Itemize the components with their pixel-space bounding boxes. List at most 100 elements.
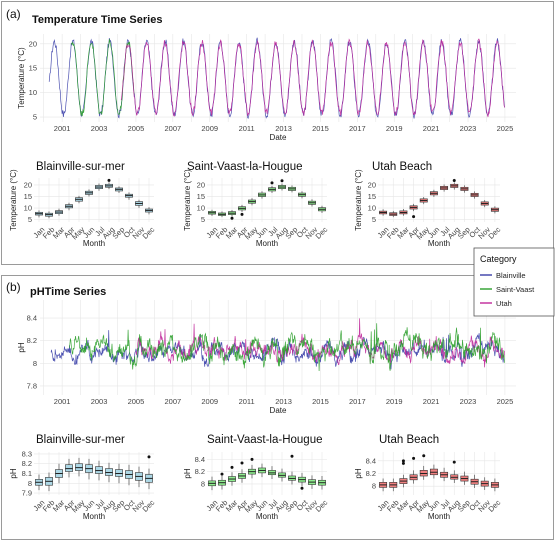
temperature-blainville-boxplot: Blainville-sur-mer5101520JanFebMarAprMay… — [9, 161, 157, 248]
panel-b-tag: (b) — [6, 280, 21, 294]
outlier-point — [230, 216, 234, 220]
x-tick-label: 2019 — [386, 124, 403, 133]
legend: Category Blainville Saint-Vaast Utah — [473, 247, 555, 317]
y-tick-label: 10 — [29, 88, 37, 97]
y-axis-title: pH — [17, 342, 26, 352]
outlier-point — [220, 472, 224, 476]
x-axis-title: Month — [256, 239, 278, 248]
outlier-point — [401, 459, 405, 463]
y-tick-label: 15 — [24, 192, 32, 201]
legend-title: Category — [480, 254, 517, 264]
x-axis-title: Month — [428, 239, 450, 248]
y-tick-label: 8.4 — [366, 456, 376, 465]
chart-title: Saint-Vaast-la-Hougue — [187, 161, 303, 173]
x-tick-label: Dec — [486, 498, 502, 514]
x-tick-label: 2001 — [54, 397, 71, 406]
x-tick-label: 2009 — [201, 124, 218, 133]
y-axis-title: pH — [9, 468, 18, 478]
y-tick-label: 15 — [197, 192, 205, 201]
x-axis-title: Date — [270, 133, 287, 142]
y-tick-label: 5 — [28, 215, 32, 224]
series-line-utah — [135, 318, 505, 368]
outlier-point — [452, 460, 456, 464]
y-tick-label: 20 — [197, 180, 205, 189]
outlier-point — [422, 454, 426, 458]
y-tick-label: 20 — [24, 180, 32, 189]
y-tick-label: 8 — [28, 479, 32, 488]
outlier-point — [147, 455, 151, 459]
x-tick-label: 2007 — [164, 124, 181, 133]
chart-title: pHTime Series — [30, 286, 106, 298]
outlier-point — [270, 181, 274, 185]
x-tick-label: 2025 — [497, 397, 514, 406]
outlier-point — [240, 461, 244, 465]
x-tick-label: 2017 — [349, 397, 366, 406]
y-axis-title: Temperature (°C) — [183, 169, 192, 231]
y-tick-label: 8 — [201, 479, 205, 488]
y-tick-label: 8.2 — [366, 469, 376, 478]
panel-a-tag: (a) — [6, 7, 21, 21]
chart-title: Blainville-sur-mer — [36, 161, 125, 173]
legend-box — [473, 247, 555, 317]
x-tick-label: 2005 — [128, 124, 145, 133]
y-tick-label: 8.1 — [22, 469, 32, 478]
y-tick-label: 8 — [33, 359, 37, 368]
y-tick-label: 8 — [372, 482, 376, 491]
x-tick-label: 2013 — [275, 124, 292, 133]
series-line-saint-vaast — [69, 323, 505, 372]
plot-area — [207, 452, 327, 495]
x-tick-label: 2001 — [54, 124, 71, 133]
y-axis-title: pH — [183, 468, 192, 478]
outlier-point — [300, 486, 304, 490]
outlier-point — [107, 178, 111, 182]
x-axis-title: Month — [428, 512, 450, 521]
chart-title: Saint-Vaast-la-Hougue — [207, 434, 323, 446]
y-tick-label: 15 — [368, 192, 376, 201]
ph-utah-boxplot: Utah Beach88.28.4JanFebMarAprMayJunJulAu… — [354, 434, 502, 521]
outlier-point — [412, 215, 416, 219]
y-tick-label: 8.2 — [22, 459, 32, 468]
y-tick-label: 8.3 — [22, 449, 32, 458]
x-tick-label: Dec — [314, 498, 330, 514]
x-tick-label: 2007 — [164, 397, 181, 406]
x-tick-label: 2021 — [423, 124, 440, 133]
plot-area — [34, 178, 154, 222]
chart-title: Blainville-sur-mer — [36, 434, 125, 446]
x-tick-label: 2021 — [423, 397, 440, 406]
x-axis-title: Month — [256, 512, 278, 521]
x-tick-label: 2003 — [91, 124, 108, 133]
y-tick-label: 5 — [201, 215, 205, 224]
outlier-point — [412, 456, 416, 460]
x-tick-label: Dec — [141, 225, 157, 241]
chart-title: Utah Beach — [372, 161, 432, 173]
y-axis-title: Temperature (°C) — [354, 169, 363, 231]
x-tick-label: Dec — [486, 225, 502, 241]
x-tick-label: 2009 — [201, 397, 218, 406]
x-tick-label: 2019 — [386, 397, 403, 406]
y-tick-label: 20 — [368, 180, 376, 189]
outlier-point — [280, 179, 284, 183]
legend-label-utah: Utah — [496, 299, 512, 308]
y-axis-title: Temperature (°C) — [17, 47, 26, 109]
y-tick-label: 8.2 — [27, 336, 37, 345]
x-tick-label: 2005 — [128, 397, 145, 406]
x-tick-label: 2023 — [460, 397, 477, 406]
outlier-point — [250, 457, 254, 461]
x-tick-label: 2015 — [312, 397, 329, 406]
temperature-utah-boxplot: Utah Beach5101520JanFebMarAprMayJunJulAu… — [354, 161, 502, 248]
plot-area — [207, 178, 327, 222]
temperature-saint-vaast-boxplot: Saint-Vaast-la-Hougue5101520JanFebMarApr… — [183, 161, 330, 248]
y-tick-label: 20 — [29, 39, 37, 48]
temperature-time-series-chart: Temperature Time Series 5 10 15 20 2001 2003 20… — [17, 14, 516, 142]
y-tick-label: 5 — [33, 113, 37, 122]
panel-a-frame — [1, 1, 554, 265]
chart-title: Temperature Time Series — [32, 14, 162, 26]
y-tick-label: 8.4 — [27, 314, 37, 323]
y-axis-title: Temperature (°C) — [9, 169, 18, 231]
x-axis-title: Month — [83, 512, 105, 521]
x-tick-label: 2017 — [349, 124, 366, 133]
x-tick-label: 2011 — [239, 124, 255, 133]
chart-title: Utah Beach — [379, 434, 439, 446]
y-tick-label: 8.2 — [195, 467, 205, 476]
